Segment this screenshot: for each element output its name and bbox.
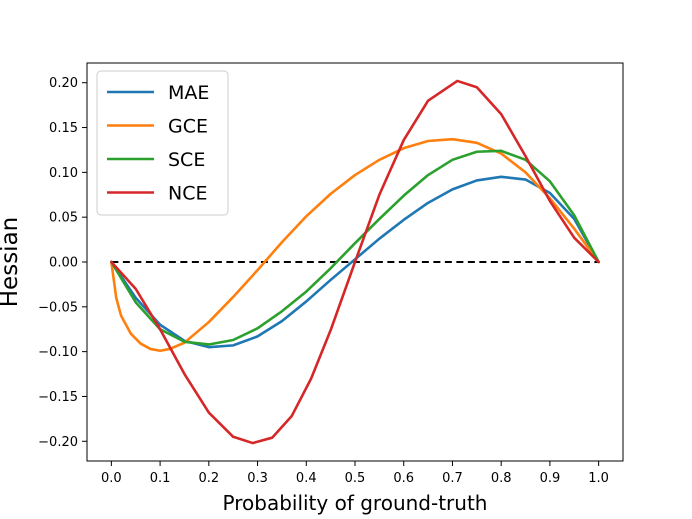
y-tick-label: −0.05 xyxy=(38,300,78,315)
legend-label-nce: NCE xyxy=(168,183,207,205)
x-tick-label: 0.7 xyxy=(442,471,463,486)
legend: MAE GCE SCE NCE xyxy=(96,70,229,216)
x-tick-label: 1.0 xyxy=(588,471,609,486)
legend-label-sce: SCE xyxy=(168,149,205,171)
y-tick-label: −0.20 xyxy=(38,435,78,450)
y-axis-label: Hessian xyxy=(0,217,23,307)
legend-frame xyxy=(96,70,229,216)
y-tick-label: −0.15 xyxy=(38,390,78,405)
x-tick-label: 0.6 xyxy=(393,471,414,486)
x-tick-label: 0.1 xyxy=(150,471,171,486)
x-tick-label: 0.2 xyxy=(198,471,219,486)
x-tick-label: 0.3 xyxy=(247,471,268,486)
x-tick-label: 0.5 xyxy=(345,471,366,486)
y-tick-label: 0.20 xyxy=(49,76,78,91)
y-tick-label: 0.05 xyxy=(49,211,78,226)
plot-area: 0.0 0.1 0.2 0.3 0.4 0.5 0.6 0.7 0.8 0.9 1.0 −0.20 −0… xyxy=(38,62,624,486)
x-tick-label: 0.4 xyxy=(296,471,317,486)
y-tick-label: 0.10 xyxy=(49,166,78,181)
series-line-sce xyxy=(110,149,600,346)
x-tick-label: 0.8 xyxy=(491,471,512,486)
legend-label-mae: MAE xyxy=(168,82,209,104)
x-tick-label: 0.9 xyxy=(540,471,561,486)
legend-label-gce: GCE xyxy=(168,116,208,138)
series-line-nce xyxy=(110,79,600,445)
y-tick-label: 0.00 xyxy=(49,256,78,271)
x-axis-label: Probability of ground-truth xyxy=(223,491,488,515)
y-tick-label: −0.10 xyxy=(38,345,78,360)
x-tick-label: 0.0 xyxy=(101,471,122,486)
y-tick-label: 0.15 xyxy=(49,121,78,136)
